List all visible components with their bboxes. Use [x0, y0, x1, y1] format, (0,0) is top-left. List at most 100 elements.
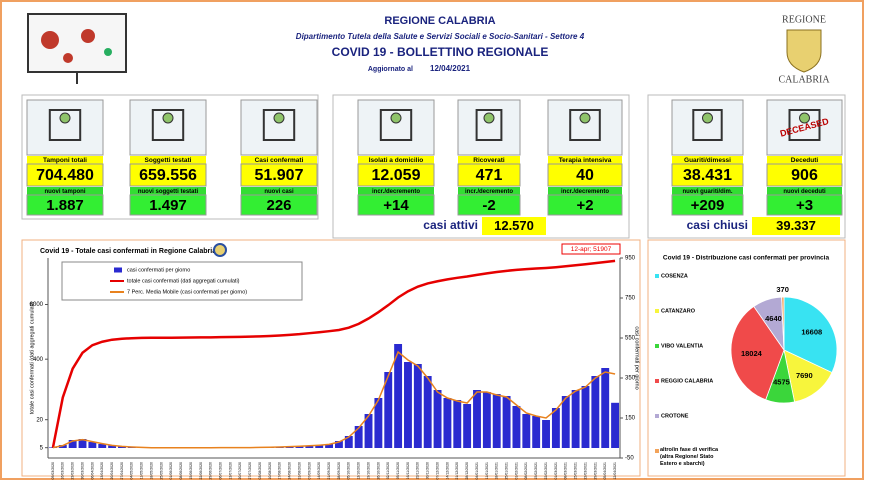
- tile-icon: [129, 99, 207, 156]
- y2-tick-label: 550: [625, 336, 636, 342]
- pie-value-label: 18024: [741, 349, 763, 358]
- bar: [98, 444, 107, 448]
- x-tick-label: 29/03/2021: [593, 462, 597, 480]
- icon-shape: [569, 109, 601, 141]
- x-tick-label: 04/05/2020: [130, 462, 134, 480]
- summary-label: casi chiusi: [687, 218, 748, 232]
- pie-value-label: 4575: [773, 378, 790, 387]
- bar: [502, 396, 511, 448]
- value-box: [547, 163, 623, 187]
- bar: [384, 372, 393, 448]
- x-tick-label: 18/01/2021: [495, 462, 499, 480]
- y2-tick-label: -50: [625, 456, 634, 462]
- sub-strip: [130, 187, 206, 195]
- sub-box: [671, 194, 744, 216]
- bar: [463, 404, 472, 448]
- bar: [522, 414, 531, 448]
- x-tick-label: 23/11/2020: [416, 462, 420, 479]
- pie-slice: [781, 296, 785, 351]
- legend-label: CROTONE: [661, 413, 689, 419]
- label-strip: [130, 156, 206, 164]
- bar: [315, 445, 324, 448]
- label-strip: [358, 156, 434, 164]
- x-tick-label: 19/10/2020: [366, 462, 370, 480]
- summary-value: 12.570: [494, 218, 534, 233]
- tile-icon: [457, 99, 521, 156]
- tile-value: 51.907: [255, 167, 304, 184]
- legend-label: COSENZA: [661, 273, 688, 279]
- value-box: [129, 163, 207, 187]
- sub-box: [357, 194, 435, 216]
- bar: [305, 445, 314, 448]
- legend-swatch: [655, 274, 659, 278]
- icon-shape: [799, 112, 810, 124]
- bar: [423, 376, 432, 448]
- x-tick-label: 13/04/2020: [100, 462, 104, 480]
- y2-tick-label: 350: [625, 376, 636, 382]
- tile-label: Tamponi totali: [43, 157, 87, 164]
- bar: [344, 436, 353, 448]
- pie-slice: [730, 305, 785, 401]
- tile-value: 471: [476, 167, 503, 184]
- tile-label: Soggetti testati: [145, 157, 192, 164]
- label-strip: [548, 156, 622, 164]
- y2-tick-label: 150: [625, 416, 636, 422]
- x-tick-label: 15/06/2020: [189, 462, 193, 480]
- sub-box: [129, 194, 207, 216]
- tile-label: Ricoverati: [473, 157, 505, 164]
- x-tick-label: 08/03/2021: [564, 462, 568, 480]
- pie-title: Covid 19 - Distribuzione casi confermati…: [663, 255, 830, 262]
- x-tick-label: 04/01/2021: [475, 462, 479, 480]
- tile-label: Guariti/dimessi: [684, 157, 731, 164]
- sub-strip: [767, 187, 842, 195]
- y-tick-label: 400: [33, 357, 44, 363]
- icon-shape: [579, 112, 591, 124]
- x-tick-label: 16/03/2020: [61, 462, 65, 480]
- x-tick-label: 02/11/2020: [386, 462, 390, 479]
- tile-value: 38.431: [683, 167, 732, 184]
- pie-slice: [783, 349, 833, 403]
- bar: [433, 390, 442, 448]
- legend-swatch: [655, 379, 659, 383]
- legend-label: CATANZARO: [661, 308, 696, 314]
- bar: [492, 394, 501, 448]
- legend-swatch: [114, 267, 122, 273]
- icon-shape: [151, 109, 185, 141]
- x-tick-label: 11/01/2021: [485, 462, 489, 479]
- sub-box: [547, 194, 623, 216]
- legend-label: totale casi confermati (dati aggregati c…: [127, 278, 240, 284]
- y2-tick-label: 950: [625, 256, 636, 262]
- x-tick-label: 10/08/2020: [268, 462, 272, 480]
- region: REGIONE CALABRIA: [384, 15, 495, 27]
- x-tick-label: 12/04/2021: [613, 462, 617, 480]
- legend-label: casi confermati per giorno: [127, 267, 190, 273]
- tile-label: Deceduti: [791, 157, 819, 164]
- pie-value-label: 370: [776, 285, 789, 294]
- icon-shape: [379, 109, 413, 141]
- bar: [591, 376, 600, 448]
- tile-label: Casi confermati: [255, 157, 304, 164]
- x-tick-label: 22/03/2021: [583, 462, 587, 480]
- tile-sub-label: incr./decremento: [372, 189, 420, 195]
- x-tick-label: 27/07/2020: [248, 462, 252, 480]
- tile-sub-value: -2: [482, 197, 495, 214]
- bar: [68, 440, 77, 448]
- value-box: [457, 163, 521, 187]
- x-tick-label: 03/08/2020: [258, 462, 262, 480]
- icon-shape: [692, 109, 723, 141]
- bar: [532, 416, 541, 448]
- icon-shape: [262, 109, 296, 141]
- x-tick-label: 07/09/2020: [307, 462, 311, 480]
- x-tick-label: 12/10/2020: [357, 462, 361, 480]
- bar: [482, 392, 491, 448]
- bar: [551, 408, 560, 448]
- x-tick-label: 15/02/2021: [534, 462, 538, 480]
- group-frame: [21, 94, 319, 220]
- sub-strip: [241, 187, 317, 195]
- department: Dipartimento Tutela della Salute e Servi…: [296, 32, 585, 41]
- icon-shape: [390, 112, 402, 124]
- tile-sub-value: 226: [266, 197, 291, 214]
- bar: [611, 402, 620, 448]
- bar: [118, 446, 126, 448]
